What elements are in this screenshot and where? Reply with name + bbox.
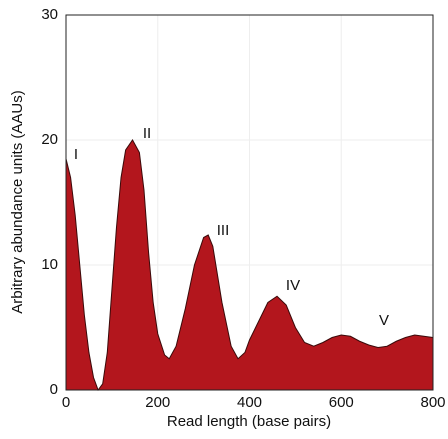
- y-tick-label: 0: [50, 381, 58, 398]
- x-tick-label: 200: [145, 394, 170, 411]
- annotation: II: [143, 125, 151, 142]
- annotation: IV: [286, 277, 300, 294]
- plot-frame: [65, 14, 434, 391]
- x-tick-label: 0: [62, 394, 70, 411]
- x-tick-label: 600: [329, 394, 354, 411]
- annotation: III: [217, 222, 230, 239]
- x-tick-label: 800: [420, 394, 445, 411]
- x-tick-label: 400: [237, 394, 262, 411]
- x-axis-label: Read length (base pairs): [167, 413, 331, 430]
- annotation: I: [74, 146, 78, 163]
- y-tick-label: 20: [41, 131, 58, 148]
- y-tick-label: 30: [41, 6, 58, 23]
- line: [65, 139, 434, 392]
- annotation: V: [379, 312, 389, 329]
- y-tick-label: 10: [41, 256, 58, 273]
- y-axis-label: Arbitrary abundance units (AAUs): [9, 90, 26, 313]
